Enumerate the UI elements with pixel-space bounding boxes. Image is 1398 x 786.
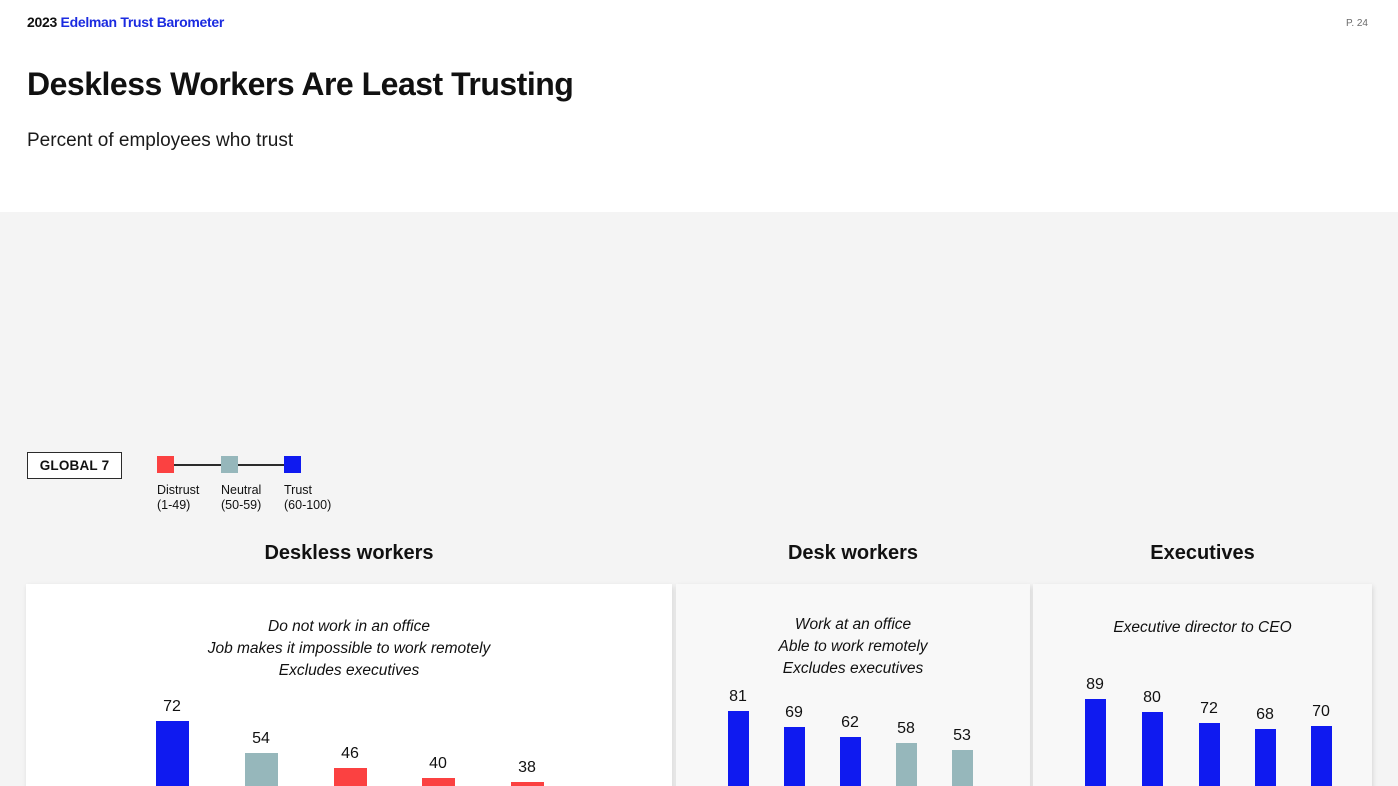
legend-label: Trust <box>284 483 313 497</box>
report-brand: 2023 Edelman Trust Barometer <box>27 14 224 30</box>
page-number: P. 24 <box>1345 18 1368 29</box>
neutral-swatch-icon <box>221 456 238 473</box>
distrust-swatch-icon <box>157 456 174 473</box>
bar-value-label: 72 <box>1200 700 1218 717</box>
legend-range: (50-59) <box>221 498 262 512</box>
panel-annotation-line: Executive director to CEO <box>1113 619 1292 636</box>
panel-annotation-line: Job makes it impossible to work remotely <box>207 640 491 657</box>
bar-my-employer <box>727 711 749 786</box>
bar-media <box>951 750 973 786</box>
slide-title: Deskless Workers Are Least Trusting <box>27 66 574 102</box>
bar-govt <box>895 743 917 786</box>
legend-item-distrust: Distrust (1-49) <box>157 456 199 513</box>
panel-title-deskless-workers: Deskless workers <box>264 542 434 564</box>
legend-label: Neutral <box>221 483 262 497</box>
bar-govt <box>1254 729 1276 786</box>
bar-media <box>510 782 544 786</box>
trust-swatch-icon <box>284 456 301 473</box>
bar-value-label: 81 <box>729 688 747 705</box>
brand-year: 2023 <box>27 14 57 30</box>
bar-my-employer <box>155 721 189 786</box>
legend-range: (60-100) <box>284 498 332 512</box>
panel-annotation-line: Excludes executives <box>782 660 924 677</box>
bar-value-label: 46 <box>341 745 359 762</box>
bar-value-label: 89 <box>1086 676 1104 693</box>
global-filter-chip[interactable]: GLOBAL 7 <box>27 452 122 479</box>
brand-name: Edelman Trust Barometer <box>60 14 225 30</box>
bar-bus <box>783 727 805 786</box>
bar-value-label: 80 <box>1143 689 1161 706</box>
bar-media <box>1310 726 1332 786</box>
bar-govt <box>421 778 455 786</box>
slide-subtitle: Percent of employees who trust <box>27 130 294 151</box>
panel-annotation-line: Excludes executives <box>278 662 420 679</box>
panel-annotation-line: Do not work in an office <box>268 618 430 635</box>
bar-ngo <box>333 768 367 786</box>
legend-label: Distrust <box>157 483 200 497</box>
legend-range: (1-49) <box>157 498 191 512</box>
content-band: GLOBAL 7 Distrust (1-49) Neutral (50-59) <box>0 212 1398 786</box>
executives-chart: Executive director to CEO 89My employer8… <box>1033 584 1372 786</box>
panel-annotation: Work at an office Able to work remotely Ex… <box>676 614 1030 680</box>
panel-title-executives: Executives <box>1150 542 1255 564</box>
bar-ngo <box>1198 723 1220 786</box>
bar-value-label: 54 <box>252 730 270 747</box>
trust-scale-legend: Distrust (1-49) Neutral (50-59) Trust (6… <box>157 456 347 516</box>
panel-annotation: Executive director to CEO <box>1033 617 1372 639</box>
bar-value-label: 38 <box>518 759 536 776</box>
bar-ngo <box>839 737 861 786</box>
bar-value-label: 70 <box>1312 703 1330 720</box>
legend-item-trust: Trust (60-100) <box>284 456 331 513</box>
legend-item-neutral: Neutral (50-59) <box>221 456 261 513</box>
bar-value-label: 69 <box>785 704 803 721</box>
panel-title-desk-workers: Desk workers <box>787 542 919 564</box>
bar-value-label: 40 <box>429 755 447 772</box>
bar-my-employer <box>1084 699 1106 786</box>
bar-value-label: 53 <box>953 727 971 744</box>
panel-annotation-line: Able to work remotely <box>778 638 928 655</box>
bar-value-label: 62 <box>841 714 859 731</box>
deskless-workers-chart: Do not work in an office Job makes it imp… <box>26 584 672 786</box>
bar-value-label: 72 <box>163 698 181 715</box>
desk-workers-chart: Work at an office Able to work remotely Ex… <box>676 584 1030 786</box>
bar-bus <box>244 753 278 786</box>
bar-bus <box>1141 712 1163 786</box>
panel-annotation-line: Work at an office <box>794 616 912 633</box>
bar-value-label: 68 <box>1256 706 1274 723</box>
bar-value-label: 58 <box>897 720 915 737</box>
panel-annotation: Do not work in an office Job makes it imp… <box>26 616 672 682</box>
